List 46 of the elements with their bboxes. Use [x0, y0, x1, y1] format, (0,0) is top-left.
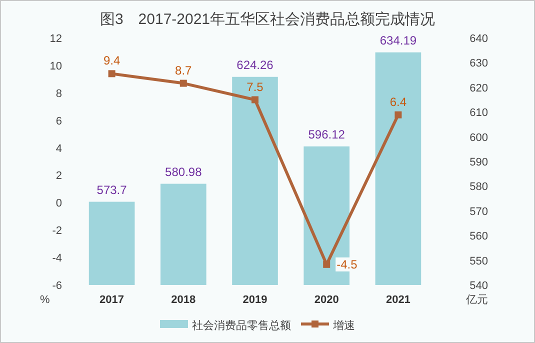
y-tick-label: 2 — [56, 170, 62, 182]
y2-axis-title: 亿元 — [465, 294, 488, 306]
chart-title: 图3 2017-2021年五华区社会消费品总额完成情况 — [100, 11, 436, 28]
y-tick-label: -2 — [52, 225, 62, 238]
x-tick-label: 2020 — [314, 294, 339, 306]
point — [108, 70, 116, 78]
y2-tick-label: 560 — [470, 230, 488, 243]
y2-tick-label: 620 — [470, 82, 488, 94]
y2-tick-label: 570 — [470, 206, 488, 218]
data-label: 580.98 — [165, 164, 202, 179]
y-tick-label: 0 — [56, 198, 62, 210]
data-label: 573.7 — [96, 182, 128, 197]
legend-label: 增速 — [332, 319, 355, 332]
x-tick-label: 2018 — [171, 294, 196, 306]
y-tick-label: 6 — [56, 115, 62, 128]
data-label: 596.12 — [308, 127, 346, 142]
y-tick-label: 8 — [56, 88, 62, 100]
y-tick-label: -4 — [52, 252, 62, 265]
data-label: 634.19 — [380, 33, 417, 48]
point — [394, 111, 402, 118]
x-tick-label: 2021 — [386, 294, 410, 306]
y-axis-title: % — [40, 294, 50, 306]
point — [252, 96, 258, 104]
point — [180, 80, 187, 87]
x-tick-label: 2017 — [100, 294, 124, 306]
y-tick-label: 10 — [50, 60, 62, 72]
data-label: 624.26 — [236, 58, 274, 72]
legend-label: 社会消费品零售总额 — [192, 319, 291, 332]
y2-tick-label: 600 — [470, 132, 488, 144]
data-label: 6.4 — [390, 94, 407, 109]
y2-tick-label: 610 — [470, 107, 488, 120]
y-tick-label: 4 — [56, 142, 62, 155]
y2-tick-label: 640 — [470, 33, 488, 45]
y2-tick-label: 630 — [470, 58, 488, 70]
data-label: -4.5 — [336, 257, 358, 272]
y-tick-label: 12 — [50, 33, 62, 45]
y2-tick-label: 580 — [470, 181, 488, 194]
data-label: 9.4 — [103, 54, 120, 68]
y-tick-label: -6 — [52, 280, 62, 292]
data-label: 7.5 — [246, 80, 264, 94]
point — [323, 260, 330, 268]
x-tick-label: 2019 — [242, 294, 268, 306]
data-label: 8.7 — [175, 63, 192, 78]
y2-tick-label: 540 — [470, 280, 488, 292]
y2-tick-label: 550 — [470, 255, 488, 268]
y2-tick-label: 590 — [470, 156, 488, 168]
